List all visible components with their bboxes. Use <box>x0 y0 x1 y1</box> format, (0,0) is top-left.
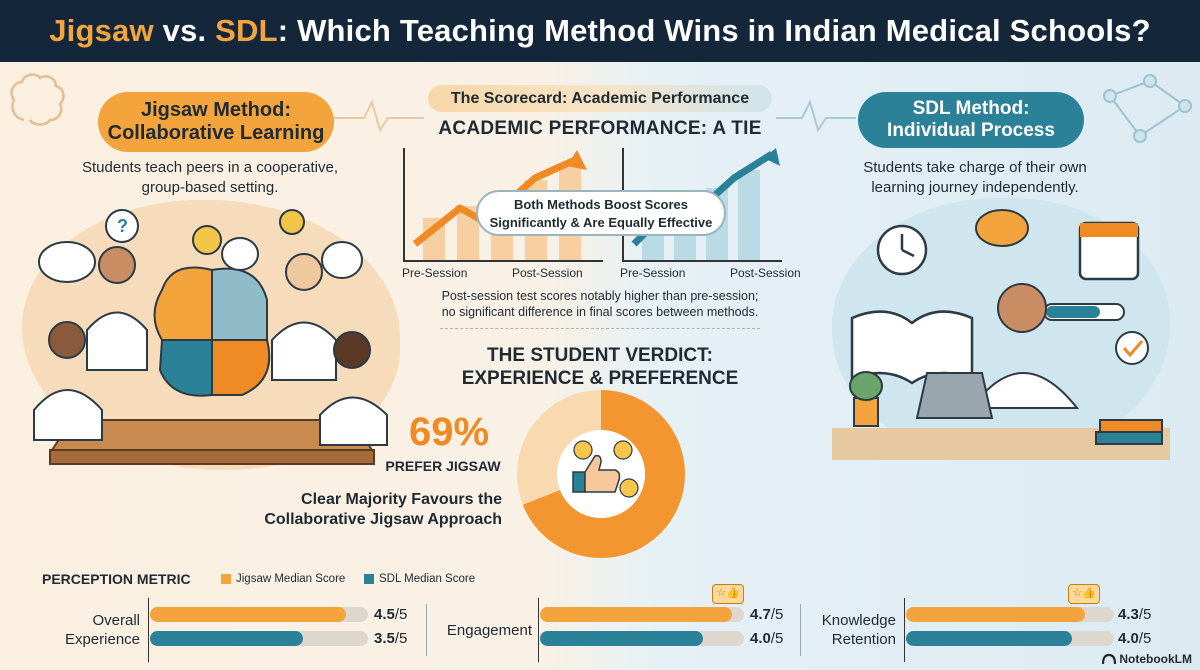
perception-metric-title: PERCEPTION METRIC <box>42 571 191 587</box>
smiley-icon <box>613 440 633 460</box>
jigsaw-bar-overall-experience <box>150 607 347 622</box>
page-title: Jigsaw vs. SDL: Which Teaching Method Wi… <box>49 13 1151 48</box>
jigsaw-bar-knowledge-retention <box>906 607 1085 622</box>
lightbulb-icon <box>192 225 222 255</box>
clock-icon <box>876 224 928 276</box>
metric-separator <box>800 604 801 656</box>
star-thumbs-up-badge-icon: ☆👍 <box>1068 584 1100 604</box>
jigsaw-value-engagement: 4.7/5 <box>750 606 784 623</box>
sdl-value-overall-experience: 3.5/5 <box>374 630 408 647</box>
calendar-icon <box>1078 221 1140 281</box>
network-icon <box>1103 74 1192 143</box>
jigsaw-value-knowledge-retention: 4.3/5 <box>1118 606 1152 623</box>
metric-label-overall-experience: Overall Experience <box>64 612 140 648</box>
majority-statement: Clear Majority Favours the Collaborative… <box>264 491 502 528</box>
bar-track <box>150 607 368 622</box>
metric-axis <box>904 598 905 662</box>
legend-swatch <box>364 574 374 584</box>
brain-outline-icon <box>10 73 65 126</box>
jigsaw-collaboration-illustration: ? <box>33 209 388 465</box>
legend-swatch <box>221 574 231 584</box>
jigsaw-score-chart <box>403 148 603 262</box>
svg-text:?: ? <box>117 216 128 236</box>
plant-icon <box>849 371 883 427</box>
metric-label-engagement: Engagement <box>446 622 532 639</box>
legend-jigsaw: Jigsaw Median Score <box>221 573 345 585</box>
sdl-bar-engagement <box>540 631 704 646</box>
sdl-individual-study-illustration <box>832 209 1170 460</box>
sdl-value-knowledge-retention: 4.0/5 <box>1118 630 1152 647</box>
metric-axis <box>148 598 149 662</box>
puzzle-brain-icon <box>153 266 271 397</box>
equal-effectiveness-callout: Both Methods Boost Scores Significantly … <box>476 190 726 236</box>
frown-icon <box>619 478 639 498</box>
bar-track <box>540 607 744 622</box>
section-divider <box>440 328 760 329</box>
jigsaw-bar-engagement <box>540 607 732 622</box>
jigsaw-description: Students teach peers in a cooperative, g… <box>82 159 338 196</box>
bar-track <box>906 607 1114 622</box>
notebooklm-logo-icon <box>1102 653 1117 665</box>
sdl-description: Students take charge of their own learni… <box>863 159 1087 196</box>
heartbeat-line-left <box>334 99 424 133</box>
sdl-post-session-label: Post-Session <box>730 266 801 280</box>
prefer-jigsaw-percent: 69% <box>408 410 490 454</box>
jigsaw-pre-session-label: Pre-Session <box>402 266 468 280</box>
brain-icon <box>975 209 1029 247</box>
heartbeat-line-right <box>776 99 856 133</box>
jigsaw-post-session-label: Post-Session <box>512 266 583 280</box>
sdl-bar-knowledge-retention <box>906 631 1073 646</box>
sdl-pre-session-label: Pre-Session <box>620 266 686 280</box>
preference-donut-chart <box>517 390 685 558</box>
legend-sdl: SDL Median Score <box>364 573 475 585</box>
book-stack-icon <box>1095 419 1163 445</box>
smiley-icon <box>573 440 593 460</box>
academic-performance-title: ACADEMIC PERFORMANCE: A TIE <box>438 118 762 139</box>
sdl-method-heading: SDL Method: Individual Process <box>858 92 1084 148</box>
scores-note: Post-session test scores notably higher … <box>441 289 759 319</box>
student-verdict-title: THE STUDENT VERDICT: EXPERIENCE & PREFER… <box>461 345 739 389</box>
metric-label-knowledge-retention: Knowledge Retention <box>821 612 896 648</box>
lightbulb-icon <box>279 209 305 235</box>
metric-axis <box>538 598 539 662</box>
thumbs-up-icon <box>572 454 621 493</box>
bar-track <box>540 631 744 646</box>
star-thumbs-up-badge-icon: ☆👍 <box>712 584 744 604</box>
checkmark-icon <box>1115 331 1149 365</box>
prefer-jigsaw-label: PREFER JIGSAW <box>385 458 501 474</box>
notebooklm-brand: NotebookLM <box>1102 652 1192 666</box>
jigsaw-share-arc <box>517 390 685 558</box>
jigsaw-method-heading: Jigsaw Method: Collaborative Learning <box>98 92 334 152</box>
jigsaw-value-overall-experience: 4.5/5 <box>374 606 408 623</box>
laptop-icon <box>915 372 994 419</box>
sdl-value-engagement: 4.0/5 <box>750 630 784 647</box>
sdl-bar-overall-experience <box>150 631 303 646</box>
metric-separator <box>426 604 427 656</box>
bar-track <box>150 631 368 646</box>
scorecard-pill: The Scorecard: Academic Performance <box>428 85 772 112</box>
title-bar: Jigsaw vs. SDL: Which Teaching Method Wi… <box>0 0 1200 62</box>
bar-track <box>906 631 1114 646</box>
